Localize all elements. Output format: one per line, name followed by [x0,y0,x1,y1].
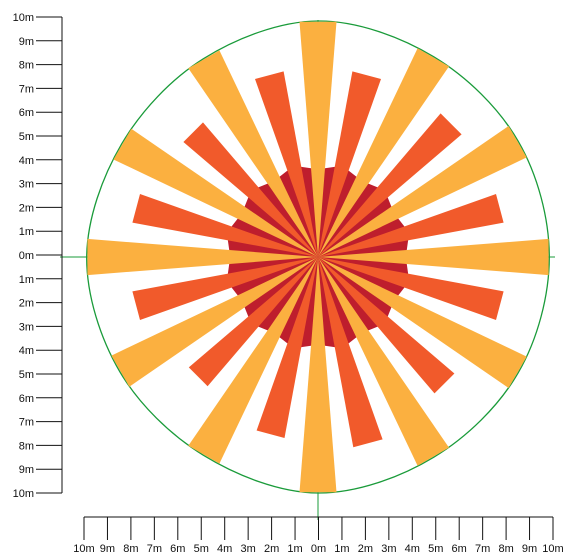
y-tick-label: 4m [19,345,34,357]
x-tick-label: 0m [311,543,326,555]
bar-series-1-bearing-240 [111,257,319,387]
bar-series-2-bearing-225 [188,257,318,387]
y-tick-label: 8m [19,60,34,72]
x-tick-label: 10m [542,543,563,555]
x-tick-label: 8m [498,543,513,555]
bar-series-2-bearing-315 [183,122,318,258]
bar-series-2-bearing-135 [318,257,455,394]
bar-series-2-bearing-255 [132,257,318,320]
y-tick-label: 9m [19,464,34,476]
bar-series-1-bearing-180 [299,257,337,493]
bar-series-2-bearing-285 [132,194,318,257]
y-tick-label: 5m [19,131,34,143]
x-tick-label: 2m [358,543,373,555]
bar-series-1-bearing-0 [299,21,337,258]
x-tick-label: 4m [405,543,420,555]
bar-series-1-bearing-60 [318,126,527,257]
y-tick-label: 6m [19,107,34,119]
x-tick-label: 3m [381,543,396,555]
x-tick-label: 1m [334,543,349,555]
y-tick-label: 4m [19,155,34,167]
x-tick-label: 5m [194,543,209,555]
bar-series-1-bearing-330 [188,50,318,258]
bar-series-2-bearing-75 [318,194,504,257]
x-tick-label: 7m [147,543,162,555]
bar-series-1-bearing-90 [318,238,549,276]
x-tick-label: 4m [217,543,232,555]
x-tick-label: 2m [264,543,279,555]
x-tick-label: 8m [123,543,138,555]
x-tick-label: 3m [241,543,256,555]
bar-series-1-bearing-30 [318,48,449,257]
y-tick-label: 2m [19,202,34,214]
x-tick-label: 10m [73,543,94,555]
x-tick-label: 5m [428,543,443,555]
bar-series-2-bearing-15 [318,71,381,258]
y-tick-label: 7m [19,417,34,429]
y-tick-label: 2m [19,298,34,310]
x-tick-label: 6m [170,543,185,555]
y-tick-label: 7m [19,83,34,95]
x-tick-label: 9m [522,543,537,555]
y-tick-label: 5m [19,369,34,381]
y-tick-label: 1m [19,226,34,238]
bar-series-1-bearing-150 [318,257,449,466]
x-tick-label: 9m [100,543,115,555]
bar-series-2-bearing-45 [318,113,462,258]
x-tick-label: 1m [287,543,302,555]
bar-series-2-bearing-165 [318,257,383,448]
bar-series-2-bearing-345 [255,71,318,258]
bar-series-1-bearing-210 [188,257,318,464]
y-tick-label: 3m [19,179,34,191]
y-tick-label: 10m [13,488,34,500]
x-tick-label: 7m [475,543,490,555]
bar-series-1-bearing-120 [318,257,527,388]
y-tick-label: 9m [19,36,34,48]
bar-series-1-bearing-300 [113,128,318,257]
bar-series-2-bearing-195 [256,257,318,438]
y-tick-label: 8m [19,440,34,452]
bar-series-1-bearing-270 [87,238,319,276]
y-tick-label: 3m [19,321,34,333]
y-tick-label: 6m [19,393,34,405]
y-tick-label: 10m [13,12,34,24]
x-tick-label: 6m [452,543,467,555]
y-tick-label: 1m [19,274,34,286]
y-tick-label: 0m [19,250,34,262]
bar-series-2-bearing-105 [318,257,504,320]
